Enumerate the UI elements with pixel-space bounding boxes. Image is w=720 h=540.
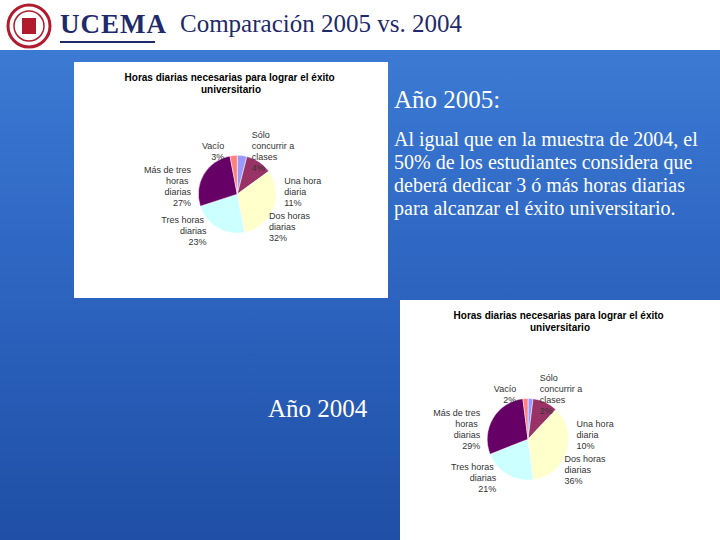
svg-text:21%: 21% [478,484,496,494]
svg-text:diarias: diarias [269,222,296,232]
svg-text:32%: 32% [269,233,287,243]
svg-text:Tres horas: Tres horas [161,215,206,225]
svg-text:Más de tres: Más de tres [433,408,481,418]
svg-text:Vacío: Vacío [494,384,516,394]
svg-text:Tres horas: Tres horas [451,462,496,472]
svg-text:diarias: diarias [565,465,592,475]
svg-text:universitario: universitario [530,322,590,333]
svg-text:diarias: diarias [454,430,481,440]
svg-text:3%: 3% [211,152,224,162]
svg-text:horas: horas [164,176,192,186]
svg-text:universitario: universitario [201,84,261,95]
svg-text:clases: clases [540,395,566,405]
svg-text:Una hora: Una hora [577,419,617,429]
svg-text:36%: 36% [565,476,583,486]
svg-text:Dos horas: Dos horas [565,454,609,464]
html-text:UCEMA: UCEMA [60,9,167,39]
svg-text:Más de tres: Más de tres [144,165,192,175]
svg-text:Dos horas: Dos horas [269,211,313,221]
svg-text:29%: 29% [462,441,480,451]
svg-text:Horas diarias necesarias para: Horas diarias necesarias para lograr el … [125,72,338,83]
svg-text:Una hora: Una hora [284,176,324,186]
html-text:Año 2005:: Año 2005: [394,86,501,113]
svg-text:horas: horas [453,419,481,429]
svg-text:2%: 2% [503,395,516,405]
svg-text:concurrir a: concurrir a [540,384,585,394]
svg-text:clases: clases [252,152,278,162]
svg-text:4%: 4% [252,163,265,173]
svg-text:23%: 23% [188,237,206,247]
svg-text:diaria: diaria [284,187,306,197]
svg-text:diarias: diarias [180,226,207,236]
svg-text:2%: 2% [540,406,553,416]
svg-text:Vacío: Vacío [202,141,224,151]
svg-text:diarias: diarias [470,473,497,483]
svg-text:11%: 11% [284,198,301,208]
svg-text:27%: 27% [173,198,191,208]
svg-text:concurrir a: concurrir a [252,141,297,151]
svg-text:Sólo: Sólo [252,130,273,140]
html-text:Comparación 2005 vs. 2004: Comparación 2005 vs. 2004 [180,10,462,37]
svg-text:10%: 10% [577,441,595,451]
svg-text:Horas diarias necesarias para: Horas diarias necesarias para lograr el … [454,310,667,321]
svg-text:diaria: diaria [577,430,599,440]
html-text:Al igual que en la muestra de: Al igual que en la muestra de 2004, el 5… [394,128,698,219]
html-text:Año 2004: Año 2004 [268,395,368,422]
svg-text:Sólo: Sólo [540,373,561,383]
svg-text:diarias: diarias [165,187,192,197]
